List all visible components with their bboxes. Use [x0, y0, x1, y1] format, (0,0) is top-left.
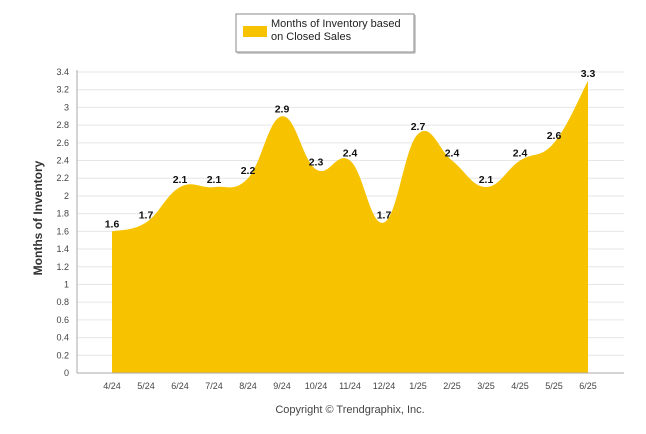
y-tick-labels: 0 0.2 0.4 0.6 0.8 1 1.2 1.4 1.6 1.8 2 2.2 2.4 2.6 2.8 3… — [56, 67, 69, 378]
y-tick-label: 0 — [64, 368, 69, 378]
x-tick-labels: 4/24 5/24 6/24 7/24 8/24 9/24 10/24 11/24 12/24 1… — [103, 381, 597, 391]
y-tick-label: 3.2 — [56, 85, 69, 95]
x-tick-label: 6/25 — [579, 381, 597, 391]
y-tick-label: 1.2 — [56, 262, 69, 272]
x-tick-label: 4/24 — [103, 381, 121, 391]
x-tick-label: 2/25 — [443, 381, 461, 391]
copyright-text: Copyright © Trendgraphix, Inc. — [275, 404, 424, 416]
x-tick-label: 5/24 — [137, 381, 155, 391]
y-axis-title: Months of Inventory — [31, 160, 45, 275]
x-tick-label: 3/25 — [477, 381, 495, 391]
y-tick-label: 1.6 — [56, 226, 69, 236]
data-label: 2.4 — [513, 148, 528, 160]
y-tick-label: 0.4 — [56, 333, 69, 343]
x-tick-label: 12/24 — [373, 381, 396, 391]
y-tick-label: 2.2 — [56, 173, 69, 183]
data-label: 1.7 — [377, 210, 392, 222]
x-tick-label: 7/24 — [205, 381, 223, 391]
y-tick-label: 2 — [64, 191, 69, 201]
data-label: 1.6 — [105, 218, 120, 230]
x-tick-label: 1/25 — [409, 381, 427, 391]
legend-entry-line-2: on Closed Sales — [271, 31, 352, 43]
x-tick-label: 10/24 — [305, 381, 328, 391]
y-tick-label: 2.6 — [56, 138, 69, 148]
x-tick-label: 9/24 — [273, 381, 291, 391]
x-tick-label: 4/25 — [511, 381, 529, 391]
legend-swatch — [243, 26, 267, 37]
data-label: 2.4 — [343, 148, 358, 160]
axes — [76, 70, 624, 374]
x-tick-label: 5/25 — [545, 381, 563, 391]
y-tick-label: 1.4 — [56, 244, 69, 254]
data-label: 2.9 — [275, 103, 290, 115]
y-tick-label: 1.8 — [56, 209, 69, 219]
y-tick-label: 0.8 — [56, 297, 69, 307]
y-tick-label: 3 — [64, 102, 69, 112]
data-label: 2.3 — [309, 156, 324, 168]
y-tick-label: 1 — [64, 279, 69, 289]
series-area — [112, 80, 588, 374]
y-tick-label: 0.6 — [56, 315, 69, 325]
y-tick-label: 2.4 — [56, 156, 69, 166]
data-label: 2.6 — [547, 130, 562, 142]
x-tick-label: 6/24 — [171, 381, 189, 391]
data-label: 2.1 — [207, 174, 222, 186]
x-tick-label: 11/24 — [339, 381, 361, 391]
data-label: 3.3 — [581, 68, 596, 80]
data-label: 1.7 — [139, 210, 154, 222]
data-label: 2.4 — [445, 148, 460, 160]
data-label: 2.7 — [411, 121, 426, 133]
data-label: 2.1 — [479, 174, 494, 186]
data-labels: 1.6 1.7 2.1 2.1 2.2 2.9 2.3 2.4 1.7 2.7 2.4 2.1 2.4 2… — [105, 68, 596, 230]
data-label: 2.2 — [241, 165, 256, 177]
y-tick-label: 3.4 — [56, 67, 69, 77]
legend: Months of Inventory based on Closed Sale… — [235, 13, 416, 54]
data-label: 2.1 — [173, 174, 188, 186]
y-tick-label: 2.8 — [56, 120, 69, 130]
legend-entry-line-1: Months of Inventory based — [271, 18, 401, 30]
y-tick-label: 0.2 — [56, 350, 69, 360]
x-tick-label: 8/24 — [239, 381, 257, 391]
